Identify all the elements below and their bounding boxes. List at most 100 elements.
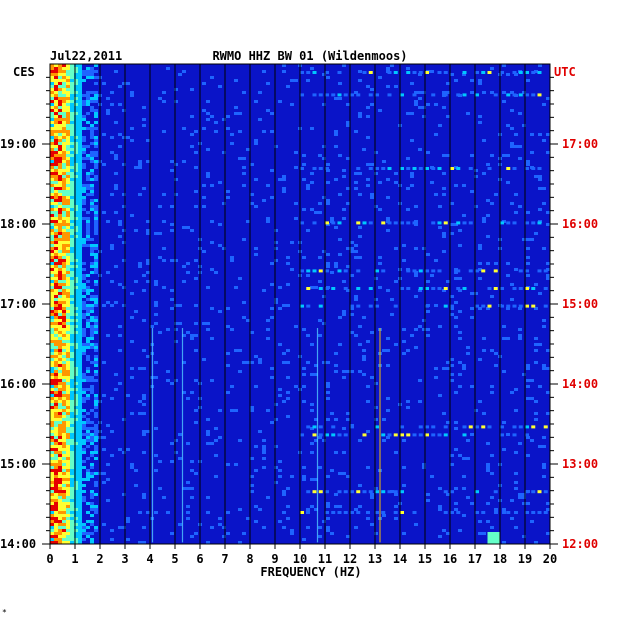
heatmap-cell — [54, 526, 58, 529]
heatmap-cell — [58, 448, 62, 451]
heatmap-cell — [186, 481, 190, 484]
heatmap-cell — [58, 181, 62, 184]
heatmap-cell — [78, 493, 82, 496]
heatmap-cell — [58, 337, 62, 340]
heatmap-cell — [170, 289, 174, 292]
heatmap-cell — [342, 310, 346, 313]
heatmap-cell — [62, 388, 66, 391]
heatmap-cell — [70, 154, 74, 157]
heatmap-cell — [406, 400, 410, 403]
heatmap-cell — [86, 370, 90, 373]
heatmap-cell — [66, 349, 70, 352]
frequency-axis: 0 1 2 3 4 5 6 7 8 9 10 11 12 13 14 15 16 17 18 19 20 — [46, 544, 557, 566]
heatmap-cell — [454, 391, 458, 394]
heatmap-cell — [58, 541, 62, 544]
heatmap-cell — [62, 109, 66, 112]
heatmap-cell — [58, 184, 62, 187]
heatmap-cell — [82, 301, 86, 304]
heatmap-cell — [162, 91, 166, 94]
heatmap-cell — [442, 235, 446, 238]
heatmap-cell — [62, 130, 66, 133]
heatmap-cell — [470, 307, 474, 310]
heatmap-cell — [82, 424, 86, 427]
heatmap-cell — [546, 277, 550, 280]
heatmap-cell — [518, 145, 522, 148]
noise-row-cell — [381, 511, 386, 514]
heatmap-cell — [62, 460, 66, 463]
noise-row-cell — [368, 71, 373, 74]
heatmap-cell — [66, 448, 70, 451]
heatmap-cell — [538, 64, 542, 67]
heatmap-cell — [94, 178, 98, 181]
heatmap-cell — [238, 112, 242, 115]
heatmap-cell — [474, 205, 478, 208]
noise-row-cell — [456, 221, 461, 225]
heatmap-cell — [342, 472, 346, 475]
heatmap-cell — [58, 280, 62, 283]
heatmap-cell — [302, 367, 306, 370]
heatmap-cell — [322, 322, 326, 325]
heatmap-cell — [470, 433, 474, 436]
heatmap-cell — [78, 535, 82, 538]
heatmap-cell — [402, 352, 406, 355]
heatmap-cell — [526, 262, 530, 265]
heatmap-cell — [54, 226, 58, 229]
heatmap-cell — [186, 331, 190, 334]
noise-row-cell — [418, 71, 423, 74]
heatmap-cell — [210, 526, 214, 529]
heatmap-cell — [218, 223, 222, 226]
heatmap-cell — [250, 409, 254, 412]
heatmap-cell — [58, 385, 62, 388]
heatmap-cell — [142, 124, 146, 127]
noise-row-cell — [525, 269, 529, 273]
heatmap-cell — [66, 76, 70, 79]
heatmap-cell — [506, 73, 510, 76]
noise-row-cell — [325, 221, 329, 225]
heatmap-cell — [54, 124, 58, 127]
heatmap-cell — [62, 331, 66, 334]
heatmap-cell — [50, 292, 54, 295]
heatmap-cell — [490, 295, 494, 298]
heatmap-cell — [94, 304, 98, 307]
heatmap-cell — [114, 388, 118, 391]
heatmap-cell — [266, 184, 270, 187]
heatmap-cell — [90, 205, 94, 208]
heatmap-cell — [66, 106, 70, 109]
heatmap-cell — [66, 265, 70, 268]
heatmap-cell — [102, 82, 106, 85]
heatmap-cell — [70, 406, 74, 409]
heatmap-cell — [238, 508, 242, 511]
heatmap-cell — [82, 274, 86, 277]
heatmap-cell — [58, 439, 62, 442]
heatmap-cell — [70, 277, 74, 280]
heatmap-cell — [118, 382, 122, 385]
heatmap-cell — [50, 97, 54, 100]
x-tick-label: 13 — [368, 552, 382, 566]
heatmap-cell — [58, 457, 62, 460]
heatmap-cell — [74, 508, 78, 511]
heatmap-cell — [426, 334, 430, 337]
heatmap-cell — [90, 100, 94, 103]
heatmap-cell — [250, 163, 254, 166]
heatmap-cell — [74, 541, 78, 544]
heatmap-cell — [170, 259, 174, 262]
heatmap-cell — [66, 304, 70, 307]
heatmap-cell — [54, 379, 58, 382]
heatmap-cell — [54, 112, 58, 115]
heatmap-cell — [306, 229, 310, 232]
heatmap-cell — [206, 418, 210, 421]
heatmap-cell — [74, 226, 78, 229]
heatmap-cell — [50, 238, 54, 241]
heatmap-cell — [78, 448, 82, 451]
heatmap-cell — [70, 148, 74, 151]
heatmap-cell — [50, 418, 54, 421]
heatmap-cell — [346, 535, 350, 538]
heatmap-cell — [546, 367, 550, 370]
heatmap-cell — [66, 67, 70, 70]
heatmap-cell — [50, 160, 54, 163]
heatmap-cell — [50, 220, 54, 223]
heatmap-cell — [182, 334, 186, 337]
heatmap-cell — [102, 523, 106, 526]
heatmap-cell — [310, 427, 314, 430]
heatmap-cell — [62, 187, 66, 190]
